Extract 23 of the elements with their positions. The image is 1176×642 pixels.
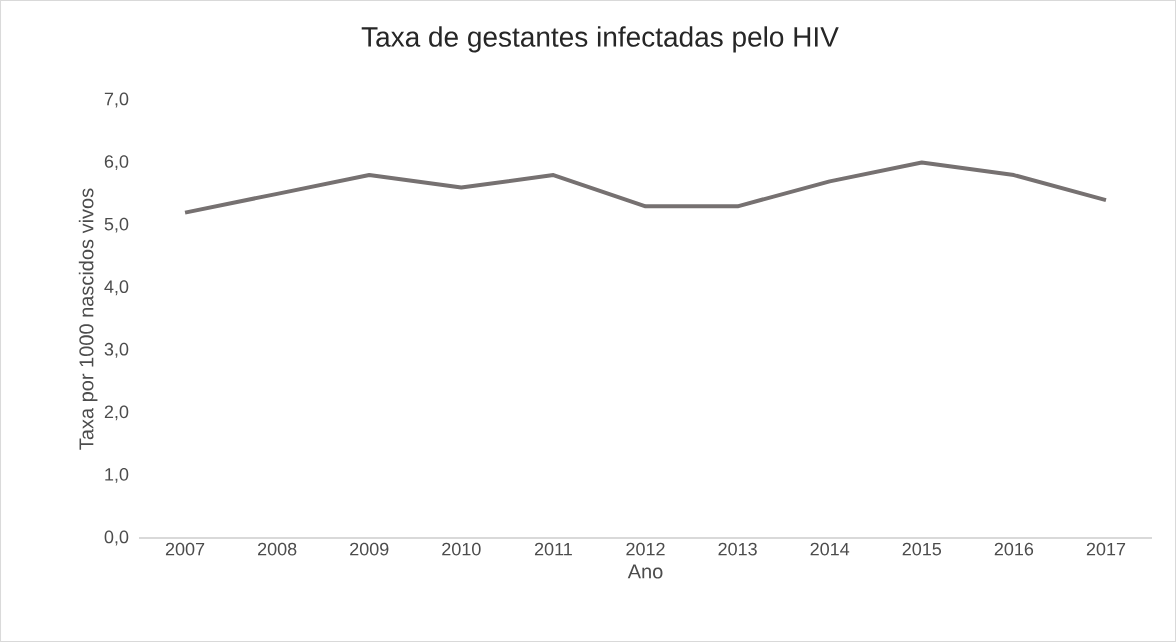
y-tick-label: 0,0	[104, 530, 129, 546]
y-tick-label: 2,0	[104, 405, 129, 421]
x-tick-label: 2015	[902, 542, 942, 556]
x-tick-label: 2009	[350, 542, 389, 556]
x-tick-label: 2007	[165, 542, 205, 556]
x-axis-title: Ano	[627, 564, 663, 579]
x-tick-label: 2012	[626, 542, 665, 556]
y-tick-label: 3,0	[104, 342, 129, 358]
line-series	[183, 160, 1108, 215]
y-tick-label: 6,0	[104, 155, 129, 170]
y-tick-label: 1,0	[105, 467, 129, 483]
x-tick-label: 2008	[258, 542, 297, 556]
y-tick-label: 7,0	[104, 92, 129, 108]
y-tick-label: 5,0	[104, 217, 129, 233]
x-tick-label: 2013	[718, 542, 757, 556]
x-tick-label: 2014	[810, 542, 850, 556]
x-tick-label: 2016	[994, 542, 1034, 556]
x-tick-label: 2017	[1086, 542, 1126, 556]
y-axis-title: Taxa por 1000 nascidos vivos	[78, 188, 98, 450]
chart-title: Taxa de gestantes infectadas pelo HIV	[361, 26, 839, 53]
x-tick-label: 2011	[534, 542, 572, 556]
y-tick-label: 4,0	[104, 280, 129, 296]
x-tick-label: 2010	[442, 542, 481, 556]
